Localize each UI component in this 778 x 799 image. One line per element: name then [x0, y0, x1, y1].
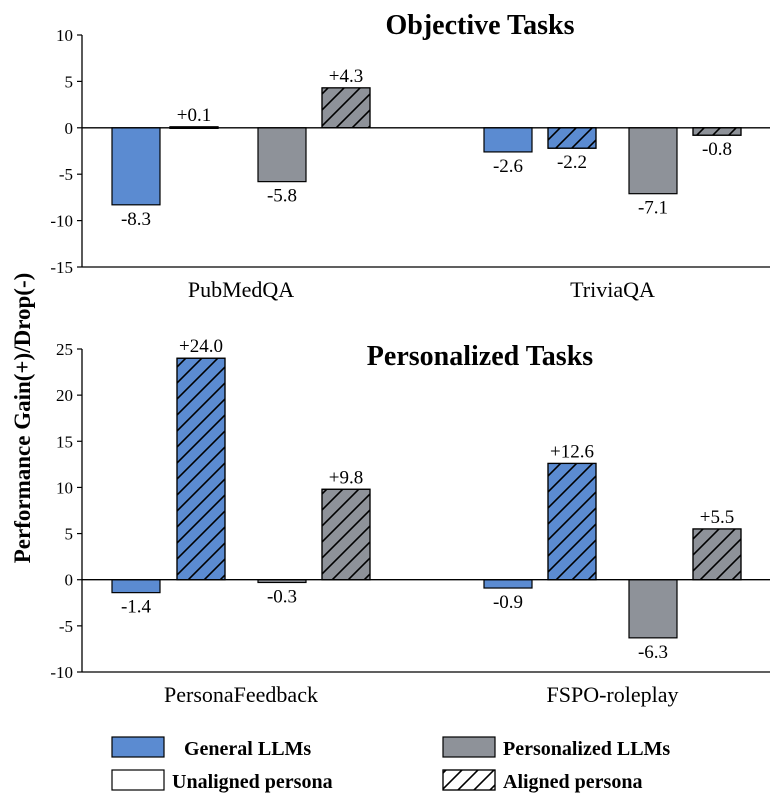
data-label: +5.5 — [700, 507, 734, 528]
y-tick-label: 5 — [65, 72, 74, 91]
data-label: -0.9 — [493, 592, 523, 613]
y-axis-label: Performance Gain(+)/Drop(-) — [10, 273, 35, 564]
chart-panels: Objective Tasks 10 5 0 -5 -10 -15 -8.3 -2.6 +0.1 -… — [50, 10, 770, 707]
data-label: -2.2 — [557, 152, 587, 173]
legend-item-general: General LLMs — [111, 736, 311, 760]
data-label: -0.3 — [267, 586, 297, 607]
bar-general-unaligned-pubmedqa — [111, 127, 161, 206]
data-label: -5.8 — [267, 186, 297, 207]
y-tick-label: -5 — [59, 617, 73, 636]
y-tick-label: -10 — [50, 212, 73, 231]
data-label: -2.6 — [493, 156, 523, 177]
bar-personalized-aligned-pubmedqa-hatch — [321, 87, 371, 129]
y-tick-label: 10 — [56, 26, 73, 45]
data-label: -1.4 — [121, 597, 152, 618]
y-tick-label: 0 — [65, 571, 74, 590]
x-tick-label: PubMedQA — [188, 277, 294, 302]
data-label: +4.3 — [329, 66, 363, 87]
data-label: +0.1 — [177, 105, 211, 126]
legend-item-aligned: Aligned persona — [442, 769, 642, 793]
bar-personalized-aligned-personafeedback-hatch — [321, 488, 371, 581]
bar-general-unaligned-fspo-roleplay — [483, 579, 533, 589]
bar-personalized-unaligned-triviaqa — [628, 127, 678, 195]
y-tick-label: 10 — [56, 478, 73, 497]
bar-personalized-unaligned-pubmedqa — [257, 127, 307, 183]
legend-label: Unaligned persona — [172, 771, 333, 793]
legend-swatch — [442, 736, 496, 758]
data-label: -0.8 — [702, 139, 732, 160]
bar-general-aligned-triviaqa-hatch — [547, 127, 597, 149]
bar-general-aligned-fspo-roleplay-hatch — [547, 462, 597, 581]
bar-general-aligned-personafeedback-hatch — [176, 357, 226, 581]
y-tick-label: 0 — [65, 119, 74, 138]
y-tick-label: 5 — [65, 525, 74, 544]
legend-label: Aligned persona — [503, 771, 642, 793]
bar-general-unaligned-personafeedback — [111, 579, 161, 594]
y-tick-label: -10 — [50, 663, 73, 682]
legend-swatch — [111, 736, 165, 758]
legend: General LLMs Personalized LLMs Unaligned p… — [111, 736, 670, 793]
data-label: -6.3 — [638, 642, 668, 663]
legend-swatch — [111, 769, 165, 791]
x-tick-label: TriviaQA — [570, 277, 655, 302]
data-label: +12.6 — [550, 441, 594, 462]
data-label: +9.8 — [329, 467, 363, 488]
legend-item-unaligned: Unaligned persona — [111, 769, 333, 793]
bar-personalized-unaligned-fspo-roleplay — [628, 579, 678, 639]
legend-swatch-hatch — [442, 769, 496, 791]
data-label: -7.1 — [638, 198, 668, 219]
chart-title: Objective Tasks — [385, 10, 574, 41]
y-tick-label: -15 — [50, 258, 73, 277]
chart-title: Personalized Tasks — [367, 341, 593, 372]
y-tick-label: 25 — [56, 340, 73, 359]
y-tick-label: 15 — [56, 432, 73, 451]
data-label: -8.3 — [121, 209, 151, 230]
chart-objective-tasks: Objective Tasks 10 5 0 -5 -10 -15 -8.3 -2.6 +0.1 -… — [50, 10, 770, 302]
data-label: +24.0 — [179, 336, 223, 357]
legend-item-personalized: Personalized LLMs — [442, 736, 670, 760]
bar-general-unaligned-triviaqa — [483, 127, 533, 153]
y-tick-label: 20 — [56, 386, 73, 405]
bar-personalized-aligned-triviaqa-hatch — [692, 127, 742, 136]
bar-personalized-aligned-fspo-roleplay-hatch — [692, 528, 742, 581]
y-tick-label: -5 — [59, 165, 73, 184]
x-tick-label: PersonaFeedback — [164, 682, 318, 707]
legend-label: General LLMs — [184, 738, 311, 760]
chart-personalized-tasks: Personalized Tasks 25 20 15 10 5 0 -5 -10 -1.4 -0.… — [50, 336, 770, 707]
x-tick-label: FSPO-roleplay — [547, 682, 679, 707]
legend-label: Personalized LLMs — [503, 738, 670, 760]
